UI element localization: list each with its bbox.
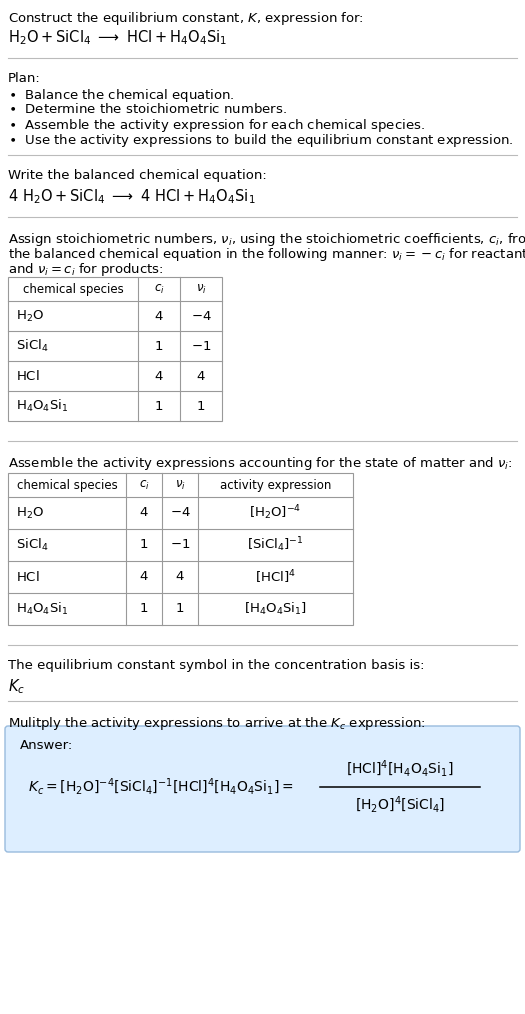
Text: $\bullet$  Balance the chemical equation.: $\bullet$ Balance the chemical equation. — [8, 87, 235, 104]
Text: $\mathrm{4\ H_2O + SiCl_4\ \longrightarrow\ 4\ HCl + H_4O_4Si_1}$: $\mathrm{4\ H_2O + SiCl_4\ \longrightarr… — [8, 187, 256, 206]
Text: $\mathrm{SiCl_4}$: $\mathrm{SiCl_4}$ — [16, 338, 48, 354]
Text: chemical species: chemical species — [23, 283, 123, 295]
Text: $-1$: $-1$ — [191, 340, 211, 353]
Text: activity expression: activity expression — [220, 479, 331, 492]
Text: 1: 1 — [176, 602, 184, 615]
Text: chemical species: chemical species — [17, 479, 118, 492]
Text: $\mathrm{SiCl_4}$: $\mathrm{SiCl_4}$ — [16, 537, 48, 553]
Text: $\mathrm{HCl}$: $\mathrm{HCl}$ — [16, 369, 40, 383]
Bar — [8, 277, 222, 421]
Text: $[\mathrm{HCl}]^4[\mathrm{H_4O_4Si_1}]$: $[\mathrm{HCl}]^4[\mathrm{H_4O_4Si_1}]$ — [346, 758, 454, 779]
Text: 4: 4 — [140, 507, 148, 519]
Text: 4: 4 — [176, 571, 184, 583]
Text: $c_i$: $c_i$ — [139, 479, 149, 492]
Text: $-4$: $-4$ — [170, 507, 191, 519]
Text: Plan:: Plan: — [8, 72, 41, 85]
Text: $\nu_i$: $\nu_i$ — [175, 479, 185, 492]
Text: Construct the equilibrium constant, $K$, expression for:: Construct the equilibrium constant, $K$,… — [8, 10, 364, 27]
Text: $[\mathrm{H_2O}]^4[\mathrm{SiCl_4}]$: $[\mathrm{H_2O}]^4[\mathrm{SiCl_4}]$ — [355, 795, 445, 815]
Text: $K_c$: $K_c$ — [8, 677, 25, 696]
Text: $\mathrm{H_2O + SiCl_4\ \longrightarrow\ HCl + H_4O_4Si_1}$: $\mathrm{H_2O + SiCl_4\ \longrightarrow\… — [8, 28, 227, 47]
Text: $\mathrm{H_2O}$: $\mathrm{H_2O}$ — [16, 308, 44, 323]
Text: 1: 1 — [140, 602, 148, 615]
Text: $-4$: $-4$ — [191, 309, 212, 322]
Text: $[\mathrm{H_4O_4Si_1}]$: $[\mathrm{H_4O_4Si_1}]$ — [244, 601, 307, 618]
Text: Answer:: Answer: — [20, 739, 74, 752]
Text: $c_i$: $c_i$ — [154, 283, 164, 295]
Text: The equilibrium constant symbol in the concentration basis is:: The equilibrium constant symbol in the c… — [8, 659, 425, 672]
Text: 1: 1 — [155, 400, 163, 413]
FancyBboxPatch shape — [5, 726, 520, 852]
Text: 4: 4 — [197, 369, 205, 382]
Text: $[\mathrm{HCl}]^4$: $[\mathrm{HCl}]^4$ — [255, 568, 296, 586]
Text: $K_c = [\mathrm{H_2O}]^{-4}[\mathrm{SiCl_4}]^{-1}[\mathrm{HCl}]^{4}[\mathrm{H_4O: $K_c = [\mathrm{H_2O}]^{-4}[\mathrm{SiCl… — [28, 777, 293, 797]
Text: $\bullet$  Assemble the activity expression for each chemical species.: $\bullet$ Assemble the activity expressi… — [8, 117, 425, 134]
Text: $\mathrm{H_4O_4Si_1}$: $\mathrm{H_4O_4Si_1}$ — [16, 397, 68, 414]
Text: $\mathrm{H_4O_4Si_1}$: $\mathrm{H_4O_4Si_1}$ — [16, 601, 68, 618]
Text: $\bullet$  Determine the stoichiometric numbers.: $\bullet$ Determine the stoichiometric n… — [8, 102, 287, 116]
Text: $\mathrm{H_2O}$: $\mathrm{H_2O}$ — [16, 505, 44, 520]
Bar — [8, 473, 353, 625]
Text: 1: 1 — [197, 400, 205, 413]
Text: Assemble the activity expressions accounting for the state of matter and $\nu_i$: Assemble the activity expressions accoun… — [8, 455, 513, 472]
Text: Assign stoichiometric numbers, $\nu_i$, using the stoichiometric coefficients, $: Assign stoichiometric numbers, $\nu_i$, … — [8, 231, 525, 248]
Text: Mulitply the activity expressions to arrive at the $K_c$ expression:: Mulitply the activity expressions to arr… — [8, 715, 426, 732]
Text: $-1$: $-1$ — [170, 538, 190, 552]
Text: $[\mathrm{SiCl_4}]^{-1}$: $[\mathrm{SiCl_4}]^{-1}$ — [247, 535, 304, 555]
Text: 4: 4 — [140, 571, 148, 583]
Text: 1: 1 — [155, 340, 163, 353]
Text: $\mathrm{HCl}$: $\mathrm{HCl}$ — [16, 570, 40, 584]
Text: 1: 1 — [140, 538, 148, 552]
Text: $\bullet$  Use the activity expressions to build the equilibrium constant expres: $\bullet$ Use the activity expressions t… — [8, 132, 513, 149]
Text: Write the balanced chemical equation:: Write the balanced chemical equation: — [8, 169, 267, 182]
Text: $[\mathrm{H_2O}]^{-4}$: $[\mathrm{H_2O}]^{-4}$ — [249, 504, 302, 522]
Text: $\nu_i$: $\nu_i$ — [196, 283, 206, 295]
Text: 4: 4 — [155, 369, 163, 382]
Text: and $\nu_i = c_i$ for products:: and $\nu_i = c_i$ for products: — [8, 261, 164, 278]
Text: 4: 4 — [155, 309, 163, 322]
Text: the balanced chemical equation in the following manner: $\nu_i = -c_i$ for react: the balanced chemical equation in the fo… — [8, 246, 525, 263]
